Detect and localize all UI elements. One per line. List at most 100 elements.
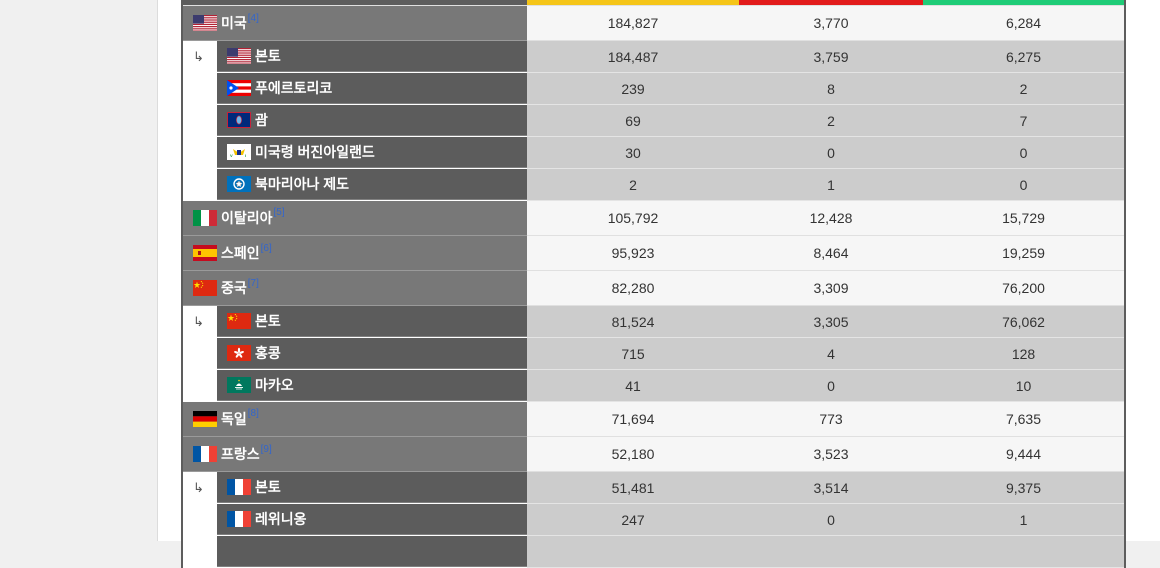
country-name-wrap: 미국 [4]	[183, 6, 527, 40]
country-name-link[interactable]: 프랑스	[221, 446, 260, 462]
recovered-cell: 9,375	[923, 471, 1125, 504]
region-name-wrap: 북마리아나 제도	[183, 169, 527, 200]
region-name-cell: V I 미국령 버진아일랜드	[217, 137, 527, 168]
china-flag-icon	[193, 280, 217, 296]
region-name-link[interactable]: 마카오	[255, 377, 294, 393]
region-name-link[interactable]: 북마리아나 제도	[255, 176, 350, 192]
france-flag-icon	[227, 511, 251, 527]
name-cell: 마카오	[182, 369, 527, 402]
name-cell: 괌	[182, 104, 527, 137]
country-name-wrap: 이탈리아 [5]	[183, 201, 527, 236]
recovered-cell: 76,200	[923, 270, 1125, 306]
confirmed-cell: 184,487	[527, 40, 739, 73]
country-row: 스페인 [6] 95,923 8,464 19,259	[182, 235, 1125, 271]
recovered-cell: 6,284	[923, 5, 1125, 41]
region-name-wrap: 마카오	[183, 370, 527, 401]
deaths-cell: 0	[739, 503, 923, 536]
confirmed-cell: 51,481	[527, 471, 739, 504]
region-name-link[interactable]: 홍콩	[255, 345, 281, 361]
region-name-link[interactable]: 본토	[255, 479, 281, 496]
deaths-cell: 1	[739, 168, 923, 201]
recovered-cell: 9,444	[923, 436, 1125, 472]
name-cell	[182, 535, 527, 568]
spain-flag-icon	[193, 245, 217, 261]
recovered-cell: 0	[923, 136, 1125, 169]
confirmed-cell: 105,792	[527, 200, 739, 236]
name-cell: ↳ 본토	[182, 40, 527, 73]
deaths-cell: 4	[739, 337, 923, 370]
region-name-link[interactable]: 미국령 버진아일랜드	[255, 144, 375, 160]
confirmed-cell: 247	[527, 503, 739, 536]
name-cell: 레위니옹	[182, 503, 527, 536]
region-row: 푸에르토리코 239 8 2	[182, 72, 1125, 105]
deaths-cell: 3,770	[739, 5, 923, 41]
deaths-cell: 8	[739, 72, 923, 105]
region-row: 북마리아나 제도 2 1 0	[182, 168, 1125, 201]
indent-marker-icon	[183, 370, 217, 401]
name-cell: 푸에르토리코	[182, 72, 527, 105]
region-name-link[interactable]: 괌	[255, 112, 268, 128]
region-name-link[interactable]: 레위니옹	[255, 511, 307, 527]
country-name-wrap: 프랑스 [9]	[183, 437, 527, 471]
confirmed-cell: 184,827	[527, 5, 739, 41]
guam-flag-icon	[227, 112, 251, 128]
header-bar-deaths	[739, 0, 923, 6]
name-cell: 이탈리아 [5]	[182, 200, 527, 236]
region-name-wrap: 괌	[183, 105, 527, 136]
deaths-cell: 8,464	[739, 235, 923, 271]
confirmed-cell: 41	[527, 369, 739, 402]
reference-link[interactable]: [5]	[273, 207, 285, 219]
indent-marker-icon	[183, 504, 217, 535]
header-bar-confirmed	[527, 0, 739, 6]
country-name-link[interactable]: 독일	[221, 410, 247, 427]
recovered-cell: 76,062	[923, 305, 1125, 338]
confirmed-cell: 81,524	[527, 305, 739, 338]
country-name-link[interactable]: 중국	[221, 280, 247, 296]
indent-marker-icon	[183, 169, 217, 200]
country-row: 미국 [4] 184,827 3,770 6,284	[182, 5, 1125, 41]
italy-flag-icon	[193, 209, 217, 226]
region-name-link[interactable]: 푸에르토리코	[255, 80, 333, 96]
region-name-wrap: 푸에르토리코	[183, 73, 527, 104]
country-row: 프랑스 [9] 52,180 3,523 9,444	[182, 436, 1125, 472]
recovered-cell	[923, 535, 1125, 568]
region-name-cell: 본토	[217, 306, 527, 338]
name-cell: 중국 [7]	[182, 270, 527, 306]
region-name-cell: 레위니옹	[217, 504, 527, 535]
confirmed-cell: 95,923	[527, 235, 739, 271]
region-row: 마카오 41 0 10	[182, 369, 1125, 402]
name-cell: 독일 [8]	[182, 401, 527, 437]
region-row	[182, 535, 1125, 568]
region-row: 레위니옹 247 0 1	[182, 503, 1125, 536]
region-row: V I 미국령 버진아일랜드 30 0 0	[182, 136, 1125, 169]
confirmed-cell: 82,280	[527, 270, 739, 306]
reference-link[interactable]: [6]	[260, 242, 272, 254]
name-cell: 홍콩	[182, 337, 527, 370]
deaths-cell: 3,305	[739, 305, 923, 338]
macau-flag-icon	[227, 377, 251, 393]
reference-link[interactable]: [8]	[247, 408, 259, 420]
country-name-link[interactable]: 미국	[221, 15, 247, 31]
recovered-cell: 2	[923, 72, 1125, 105]
country-name-link[interactable]: 스페인	[221, 245, 260, 261]
reference-link[interactable]: [7]	[247, 277, 259, 289]
confirmed-cell: 30	[527, 136, 739, 169]
region-name-wrap: ↳ 본토	[183, 41, 527, 73]
region-name-cell: 마카오	[217, 370, 527, 401]
header-bar-name	[182, 0, 527, 6]
deaths-cell: 0	[739, 136, 923, 169]
region-name-cell: 푸에르토리코	[217, 73, 527, 104]
reference-link[interactable]: [4]	[247, 12, 259, 24]
confirmed-cell: 69	[527, 104, 739, 137]
reference-link[interactable]: [9]	[260, 443, 272, 455]
name-cell: 미국 [4]	[182, 5, 527, 41]
country-name-link[interactable]: 이탈리아	[221, 209, 273, 226]
svg-text:V: V	[230, 153, 233, 158]
region-name-cell: 본토	[217, 472, 527, 504]
region-name-link[interactable]: 본토	[255, 48, 281, 65]
confirmed-cell: 715	[527, 337, 739, 370]
name-cell: 북마리아나 제도	[182, 168, 527, 201]
region-row: 홍콩 715 4 128	[182, 337, 1125, 370]
region-name-link[interactable]: 본토	[255, 313, 281, 330]
